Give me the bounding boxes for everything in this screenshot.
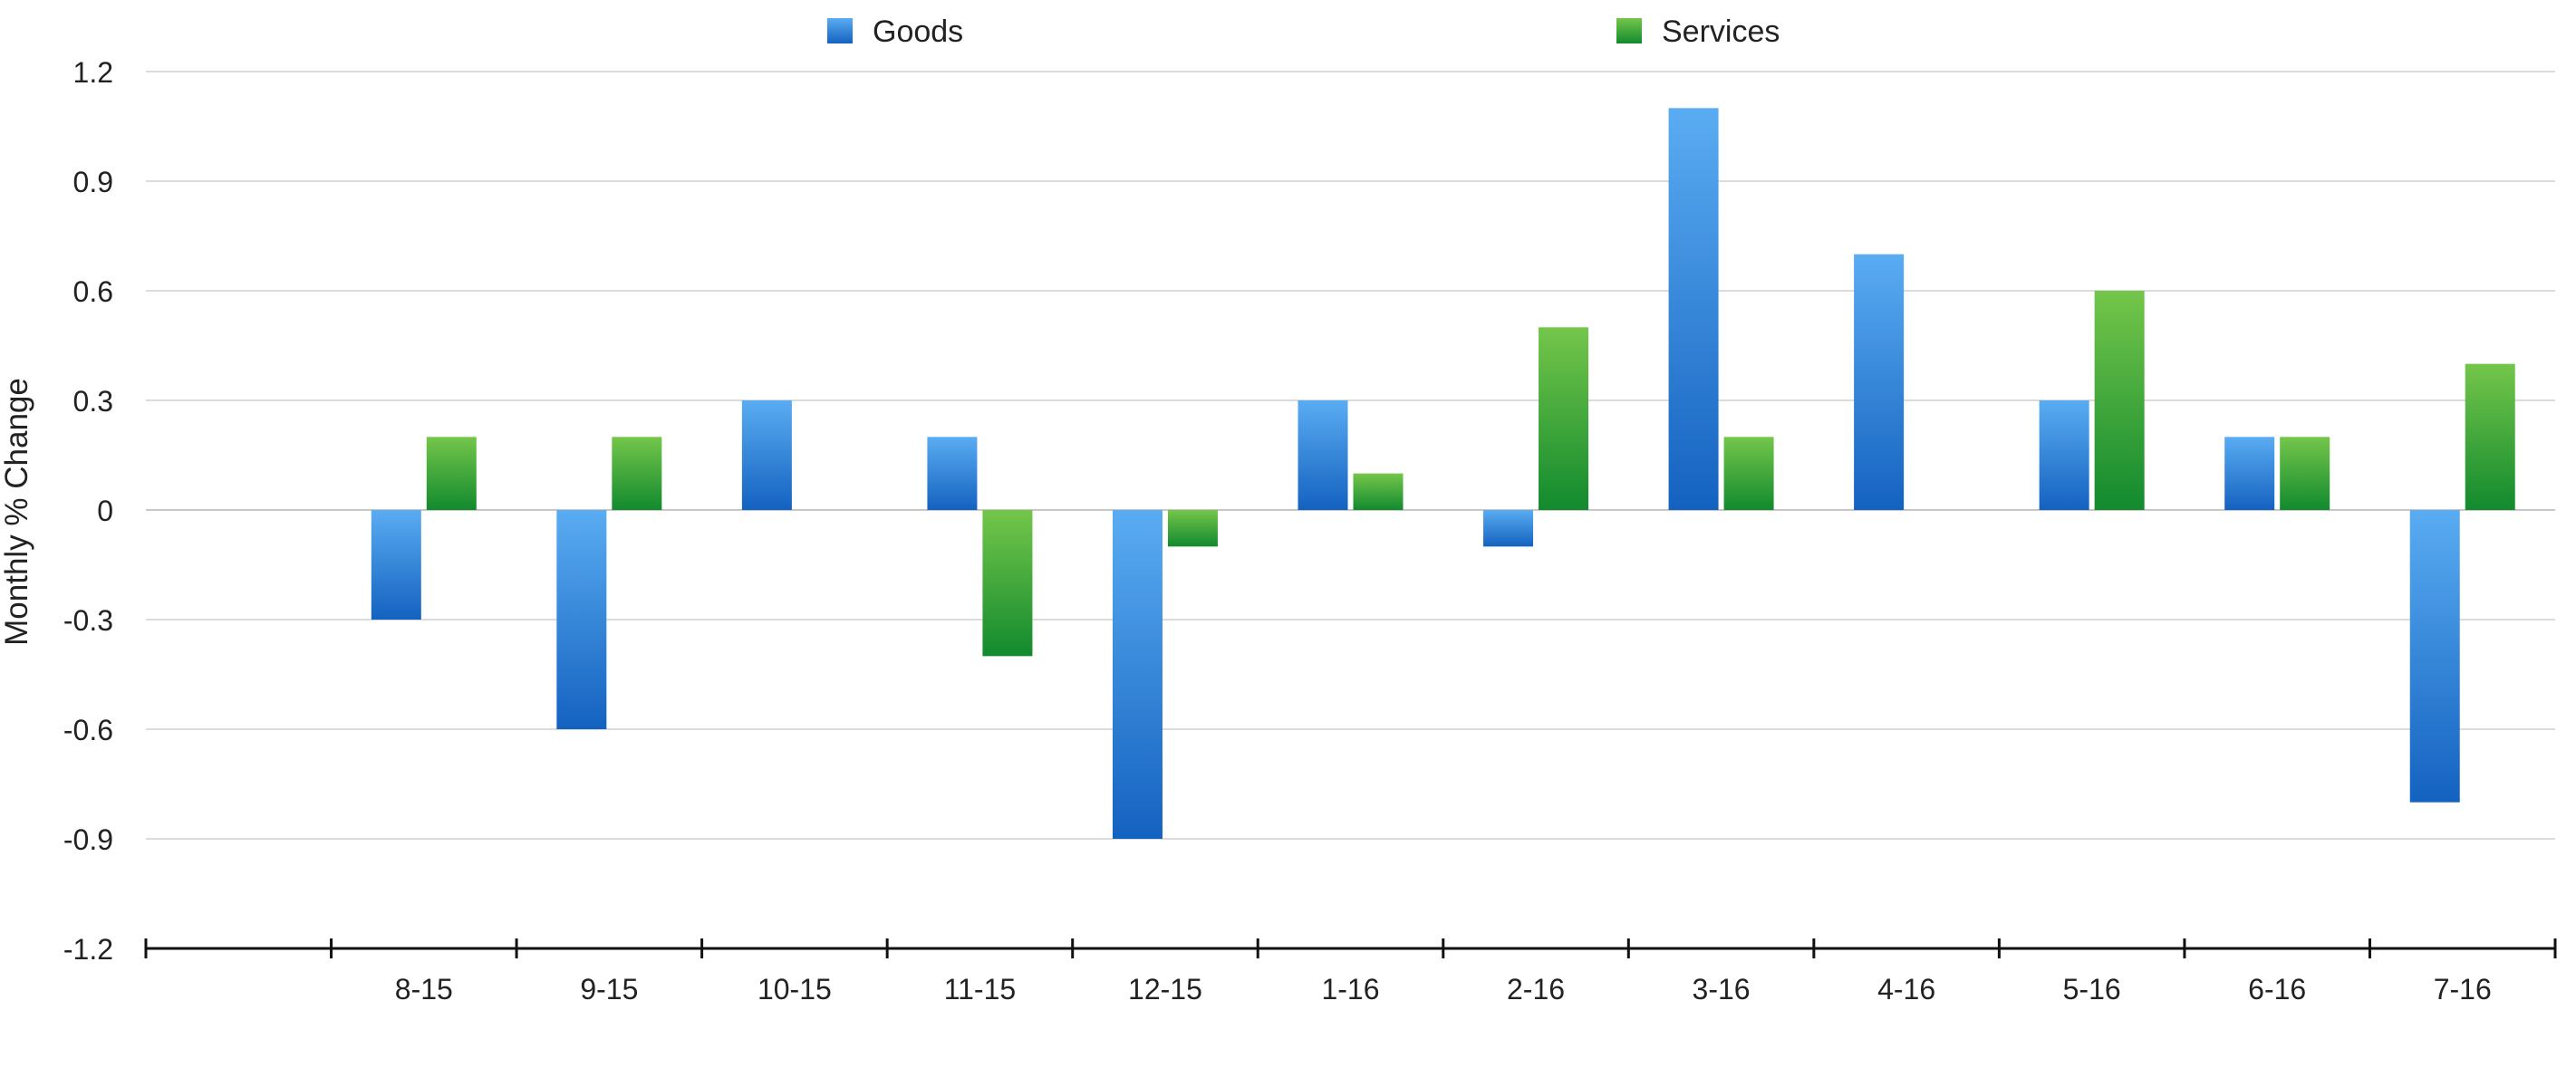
bar-goods-4-16 <box>1854 254 1905 510</box>
x-tick-label: 7-16 <box>2434 973 2492 1005</box>
x-tick-label: 1-16 <box>1321 973 1379 1005</box>
legend-item-goods: Goods <box>827 14 963 49</box>
x-tick-label: 11-15 <box>944 973 1016 1005</box>
x-tick-label: 12-15 <box>1128 973 1202 1005</box>
bar-services-5-16 <box>2094 291 2145 510</box>
y-tick-label: -0.6 <box>63 714 113 746</box>
y-tick-label: -1.2 <box>63 933 113 966</box>
x-axis <box>144 938 2557 958</box>
x-tick-label: 9-15 <box>580 973 638 1005</box>
x-tick-label: 3-16 <box>1693 973 1751 1005</box>
bar-goods-5-16 <box>2039 400 2089 510</box>
bar-services-11-15 <box>982 510 1033 657</box>
bar-goods-6-16 <box>2224 437 2275 510</box>
bar-services-8-15 <box>426 437 477 510</box>
bar-goods-9-15 <box>556 510 607 729</box>
gridlines <box>146 71 2555 840</box>
legend-label: Services <box>1662 14 1780 49</box>
bar-goods-10-15 <box>741 400 792 510</box>
bar-services-3-16 <box>1723 437 1774 510</box>
bars <box>371 108 2515 839</box>
bar-goods-8-15 <box>371 510 421 620</box>
legend-swatch <box>1616 18 1642 43</box>
bar-goods-3-16 <box>1668 108 1719 510</box>
bar-goods-11-15 <box>927 437 978 510</box>
x-tick-label: 10-15 <box>757 973 832 1005</box>
y-tick-label: -0.3 <box>63 604 113 637</box>
bar-goods-12-15 <box>1112 510 1163 839</box>
legend-label: Goods <box>873 14 963 49</box>
y-axis-tick-labels: 1.2 0.9 0.6 0.3 0 -0.3 -0.6 -0.9 -1.2 <box>63 56 113 966</box>
bar-services-7-16 <box>2465 363 2515 510</box>
x-axis-tick-labels: 8-15 9-15 10-15 11-15 12-15 1-16 2-16 3-16 4-16 5… <box>395 973 2492 1005</box>
legend: Goods Services <box>827 14 1780 49</box>
y-tick-label: 1.2 <box>73 56 113 89</box>
x-tick-label: 2-16 <box>1507 973 1565 1005</box>
bar-services-12-15 <box>1167 510 1218 547</box>
x-tick-label: 8-15 <box>395 973 453 1005</box>
bar-services-1-16 <box>1353 473 1404 510</box>
y-axis-label: Monthly % Change <box>0 378 34 646</box>
legend-swatch <box>827 18 853 43</box>
y-tick-label: 0.3 <box>73 385 113 418</box>
x-tick-label: 6-16 <box>2248 973 2306 1005</box>
x-tick-label: 4-16 <box>1877 973 1935 1005</box>
x-tick-label: 5-16 <box>2063 973 2121 1005</box>
y-tick-label: 0.9 <box>73 166 113 198</box>
bar-services-2-16 <box>1539 327 1589 510</box>
y-tick-label: -0.9 <box>63 823 113 856</box>
bar-goods-1-16 <box>1298 400 1348 510</box>
y-tick-label: 0 <box>97 495 113 527</box>
legend-item-services: Services <box>1616 14 1780 49</box>
bar-services-6-16 <box>2280 437 2330 510</box>
bar-services-9-15 <box>612 437 662 510</box>
y-tick-label: 0.6 <box>73 275 113 308</box>
bar-goods-2-16 <box>1483 510 1534 547</box>
bar-goods-7-16 <box>2409 510 2460 803</box>
